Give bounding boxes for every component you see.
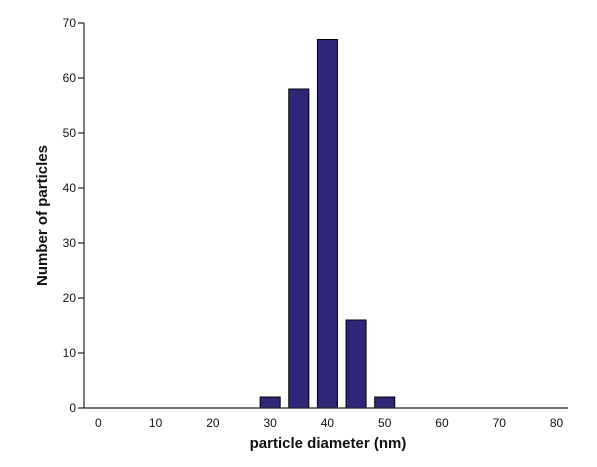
y-tick-label: 10 xyxy=(63,346,77,360)
x-tick-label: 60 xyxy=(435,416,449,430)
y-ticks-group: 0 10 20 30 40 50 60 70 xyxy=(63,16,84,415)
y-tick-label: 0 xyxy=(69,401,76,415)
y-tick-label: 60 xyxy=(63,71,77,85)
x-tick-label: 20 xyxy=(206,416,220,430)
bar-40 xyxy=(316,39,338,409)
y-axis-title: Number of particles xyxy=(34,145,51,286)
x-tick-label: 80 xyxy=(550,416,564,430)
y-tick-label: 50 xyxy=(63,126,77,140)
x-tick-label: 40 xyxy=(321,416,335,430)
y-tick-label: 20 xyxy=(63,291,77,305)
bar-30 xyxy=(259,396,281,409)
bar-35 xyxy=(288,88,310,409)
bars-group xyxy=(259,39,396,409)
x-ticks-group: 0 10 20 30 40 50 60 70 80 xyxy=(95,416,564,430)
x-tick-label: 70 xyxy=(493,416,507,430)
x-axis-title: particle diameter (nm) xyxy=(250,435,407,452)
y-tick-label: 40 xyxy=(63,181,77,195)
bar-45 xyxy=(345,319,367,409)
x-tick-label: 0 xyxy=(95,416,102,430)
bar-50 xyxy=(374,396,396,409)
x-tick-label: 30 xyxy=(263,416,277,430)
x-tick-label: 10 xyxy=(149,416,163,430)
y-tick-label: 70 xyxy=(63,16,77,30)
x-tick-label: 50 xyxy=(378,416,392,430)
y-tick-label: 30 xyxy=(63,236,77,250)
